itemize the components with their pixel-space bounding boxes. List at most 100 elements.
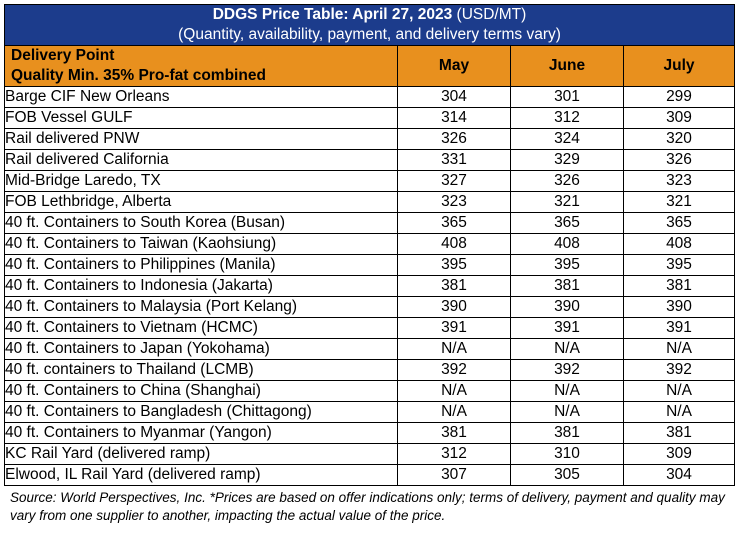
title-row: DDGS Price Table: April 27, 2023 (USD/MT… (3, 4, 736, 46)
table-title-bold: DDGS Price Table: April 27, 2023 (212, 6, 453, 23)
june-price-cell: 321 (510, 191, 624, 213)
july-price-cell: 326 (622, 149, 736, 171)
june-price-cell: 391 (510, 317, 624, 339)
may-price-cell: 381 (397, 422, 511, 444)
july-price-cell: 365 (622, 212, 736, 234)
june-price-cell: 312 (510, 107, 624, 129)
delivery-point-label: Delivery Point (11, 47, 115, 64)
june-price-cell: 408 (510, 233, 624, 255)
table-title: DDGS Price Table: April 27, 2023 (USD/MT… (3, 4, 736, 46)
july-price-cell: 390 (622, 296, 736, 318)
delivery-point-header: Delivery Point Quality Min. 35% Pro-fat … (4, 45, 398, 87)
may-price-cell: 326 (397, 128, 511, 150)
table-row: 40 ft. Containers to Japan (Yokohama) N/A… (4, 338, 736, 360)
may-price-cell: N/A (397, 380, 511, 402)
table-row: 40 ft. Containers to Vietnam (HCMC) 391 39… (4, 317, 736, 339)
june-price-cell: 324 (510, 128, 624, 150)
table-row: Mid-Bridge Laredo, TX 327 326 323 (4, 170, 736, 192)
ddgs-price-table: DDGS Price Table: April 27, 2023 (USD/MT… (3, 4, 736, 486)
delivery-point-cell: 40 ft. Containers to China (Shanghai) (4, 380, 398, 402)
table-subtitle: (Quantity, availability, payment, and de… (178, 26, 561, 43)
delivery-point-cell: Rail delivered California (4, 149, 398, 171)
may-price-cell: 327 (397, 170, 511, 192)
june-price-cell: 390 (510, 296, 624, 318)
may-price-cell: 314 (397, 107, 511, 129)
table-row: 40 ft. Containers to South Korea (Busan)… (4, 212, 736, 234)
table-body: Barge CIF New Orleans 304 301 299 FOB Vessel… (4, 86, 736, 486)
delivery-point-cell: 40 ft. Containers to Myanmar (Yangon) (4, 422, 398, 444)
june-price-cell: 392 (510, 359, 624, 381)
may-price-cell: 365 (397, 212, 511, 234)
may-price-cell: 331 (397, 149, 511, 171)
june-price-cell: 329 (510, 149, 624, 171)
delivery-point-cell: Mid-Bridge Laredo, TX (4, 170, 398, 192)
may-price-cell: 307 (397, 464, 511, 486)
may-price-cell: 408 (397, 233, 511, 255)
july-price-cell: N/A (622, 401, 736, 423)
delivery-point-cell: FOB Lethbridge, Alberta (4, 191, 398, 213)
may-price-cell: N/A (397, 401, 511, 423)
delivery-point-cell: 40 ft. Containers to Philippines (Manila… (4, 254, 398, 276)
table-row: Rail delivered PNW 326 324 320 (4, 128, 736, 150)
table-row: Barge CIF New Orleans 304 301 299 (4, 86, 736, 108)
month-header-may: May (397, 45, 511, 87)
price-table-figure: DDGS Price Table: April 27, 2023 (USD/MT… (3, 4, 736, 525)
may-price-cell: 392 (397, 359, 511, 381)
delivery-point-cell: FOB Vessel GULF (4, 107, 398, 129)
table-title-unit: (USD/MT) (452, 6, 527, 23)
july-price-cell: 381 (622, 422, 736, 444)
june-price-cell: 310 (510, 443, 624, 465)
table-row: FOB Lethbridge, Alberta 323 321 321 (4, 191, 736, 213)
july-price-cell: 381 (622, 275, 736, 297)
july-price-cell: 309 (622, 107, 736, 129)
table-row: KC Rail Yard (delivered ramp) 312 310 309 (4, 443, 736, 465)
table-row: 40 ft. Containers to China (Shanghai) N/A… (4, 380, 736, 402)
table-row: 40 ft. Containers to Philippines (Manila… (4, 254, 736, 276)
may-price-cell: 312 (397, 443, 511, 465)
june-price-cell: N/A (510, 401, 624, 423)
july-price-cell: 304 (622, 464, 736, 486)
may-price-cell: 304 (397, 86, 511, 108)
july-price-cell: 392 (622, 359, 736, 381)
may-price-cell: 391 (397, 317, 511, 339)
table-row: Elwood, IL Rail Yard (delivered ramp) 307… (4, 464, 736, 486)
month-header-june: June (510, 45, 624, 87)
july-price-cell: 299 (622, 86, 736, 108)
source-note: Source: World Perspectives, Inc. *Prices… (10, 490, 725, 523)
delivery-point-cell: 40 ft. Containers to Bangladesh (Chittag… (4, 401, 398, 423)
june-price-cell: N/A (510, 338, 624, 360)
month-header-july: July (622, 45, 736, 87)
delivery-point-cell: 40 ft. Containers to Japan (Yokohama) (4, 338, 398, 360)
table-row: 40 ft. Containers to Myanmar (Yangon) 381… (4, 422, 736, 444)
july-price-cell: 408 (622, 233, 736, 255)
june-price-cell: 326 (510, 170, 624, 192)
may-price-cell: 381 (397, 275, 511, 297)
may-price-cell: 390 (397, 296, 511, 318)
table-row: 40 ft. Containers to Taiwan (Kaohsiung) 4… (4, 233, 736, 255)
delivery-point-cell: Barge CIF New Orleans (4, 86, 398, 108)
delivery-point-cell: 40 ft. Containers to Malaysia (Port Kela… (4, 296, 398, 318)
june-price-cell: 381 (510, 275, 624, 297)
header-row: Delivery Point Quality Min. 35% Pro-fat … (4, 45, 736, 87)
delivery-point-cell: Elwood, IL Rail Yard (delivered ramp) (4, 464, 398, 486)
july-price-cell: 391 (622, 317, 736, 339)
june-price-cell: 365 (510, 212, 624, 234)
delivery-point-cell: Rail delivered PNW (4, 128, 398, 150)
june-price-cell: 301 (510, 86, 624, 108)
delivery-point-cell: 40 ft. Containers to Taiwan (Kaohsiung) (4, 233, 398, 255)
table-row: 40 ft. Containers to Indonesia (Jakarta)… (4, 275, 736, 297)
delivery-point-cell: KC Rail Yard (delivered ramp) (4, 443, 398, 465)
july-price-cell: 309 (622, 443, 736, 465)
delivery-point-cell: 40 ft. Containers to South Korea (Busan) (4, 212, 398, 234)
july-price-cell: 323 (622, 170, 736, 192)
table-row: Rail delivered California 331 329 326 (4, 149, 736, 171)
quality-label: Quality Min. 35% Pro-fat combined (11, 67, 266, 84)
july-price-cell: N/A (622, 380, 736, 402)
delivery-point-cell: 40 ft. containers to Thailand (LCMB) (4, 359, 398, 381)
table-row: 40 ft. containers to Thailand (LCMB) 392 3… (4, 359, 736, 381)
june-price-cell: 305 (510, 464, 624, 486)
july-price-cell: 395 (622, 254, 736, 276)
may-price-cell: 323 (397, 191, 511, 213)
july-price-cell: 320 (622, 128, 736, 150)
june-price-cell: 381 (510, 422, 624, 444)
